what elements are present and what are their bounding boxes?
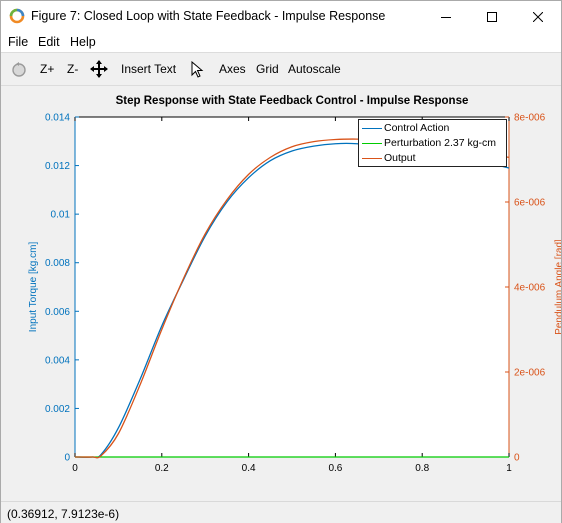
octave-logo-icon xyxy=(9,8,25,24)
legend-swatch-perturbation xyxy=(362,143,382,144)
figure-canvas[interactable]: Step Response with State Feedback Contro… xyxy=(1,87,561,501)
x-tick-label: 1 xyxy=(506,463,512,474)
legend-item-control: Control Action xyxy=(359,121,506,136)
zoom-out-button[interactable]: Z- xyxy=(67,62,79,76)
menu-help[interactable]: Help xyxy=(70,35,96,49)
x-tick-label: 0 xyxy=(72,463,78,474)
legend-label-perturbation: Perturbation 2.37 kg-cm xyxy=(384,137,497,149)
y-right-tick-label: 6e-006 xyxy=(514,198,546,209)
y-right-tick-label: 2e-006 xyxy=(514,368,546,379)
x-tick-label: 0.8 xyxy=(415,463,429,474)
y-left-tick-label: 0.012 xyxy=(45,161,70,172)
chart-title: Step Response with State Feedback Contro… xyxy=(116,95,469,107)
y-right-tick-label: 8e-006 xyxy=(514,113,546,124)
menu-bar: File Edit Help xyxy=(1,32,561,52)
autoscale-button[interactable]: Autoscale xyxy=(288,62,341,76)
plot-area xyxy=(75,117,509,457)
x-tick-label: 0.4 xyxy=(242,463,256,474)
window-title: Figure 7: Closed Loop with State Feedbac… xyxy=(31,9,386,23)
y-left-tick-label: 0.014 xyxy=(45,113,70,124)
pan-icon[interactable] xyxy=(90,60,108,78)
rotate-icon[interactable] xyxy=(10,60,28,78)
legend-label-control: Control Action xyxy=(384,122,450,134)
y-left-tick-label: 0.01 xyxy=(51,210,71,221)
menu-file[interactable]: File xyxy=(8,35,29,49)
legend[interactable]: Control Action Perturbation 2.37 kg-cm O… xyxy=(358,119,507,167)
title-bar[interactable]: Figure 7: Closed Loop with State Feedbac… xyxy=(1,1,561,32)
status-bar: (0.36912, 7.9123e-6) xyxy=(1,501,561,523)
legend-item-perturbation: Perturbation 2.37 kg-cm xyxy=(359,136,506,151)
minimize-button[interactable] xyxy=(423,1,469,32)
zoom-in-button[interactable]: Z+ xyxy=(40,62,55,76)
cursor-coordinates: (0.36912, 7.9123e-6) xyxy=(7,507,120,521)
y-left-tick-label: 0.006 xyxy=(45,307,70,318)
chart[interactable]: Step Response with State Feedback Contro… xyxy=(1,87,561,501)
legend-label-output: Output xyxy=(384,152,416,164)
minimize-icon xyxy=(441,16,451,18)
y-right-axis-label: Pendulum Angle [rad] xyxy=(554,239,561,335)
axes-button[interactable]: Axes xyxy=(219,62,246,76)
insert-text-button[interactable]: Insert Text xyxy=(121,62,177,76)
grid-button[interactable]: Grid xyxy=(256,62,279,76)
pointer-icon[interactable] xyxy=(191,61,205,78)
y-right-tick-label: 4e-006 xyxy=(514,283,546,294)
legend-item-output: Output xyxy=(359,151,506,166)
y-right-tick-label: 0 xyxy=(514,453,520,464)
y-left-tick-label: 0.002 xyxy=(45,404,70,415)
legend-swatch-output xyxy=(362,158,382,159)
legend-swatch-control xyxy=(362,128,382,129)
y-left-tick-label: 0.008 xyxy=(45,258,70,269)
close-icon xyxy=(533,11,543,22)
close-button[interactable] xyxy=(515,1,561,32)
y-left-axis-label: Input Torque [kg.cm] xyxy=(28,242,39,333)
maximize-button[interactable] xyxy=(469,1,515,32)
x-tick-label: 0.2 xyxy=(155,463,169,474)
figure-toolbar: Z+ Z- Insert Text Axes Grid Autoscale xyxy=(1,52,561,86)
x-tick-label: 0.6 xyxy=(328,463,342,474)
maximize-icon xyxy=(487,11,497,22)
y-left-tick-label: 0 xyxy=(64,453,70,464)
y-left-tick-label: 0.004 xyxy=(45,355,70,366)
menu-edit[interactable]: Edit xyxy=(38,35,60,49)
